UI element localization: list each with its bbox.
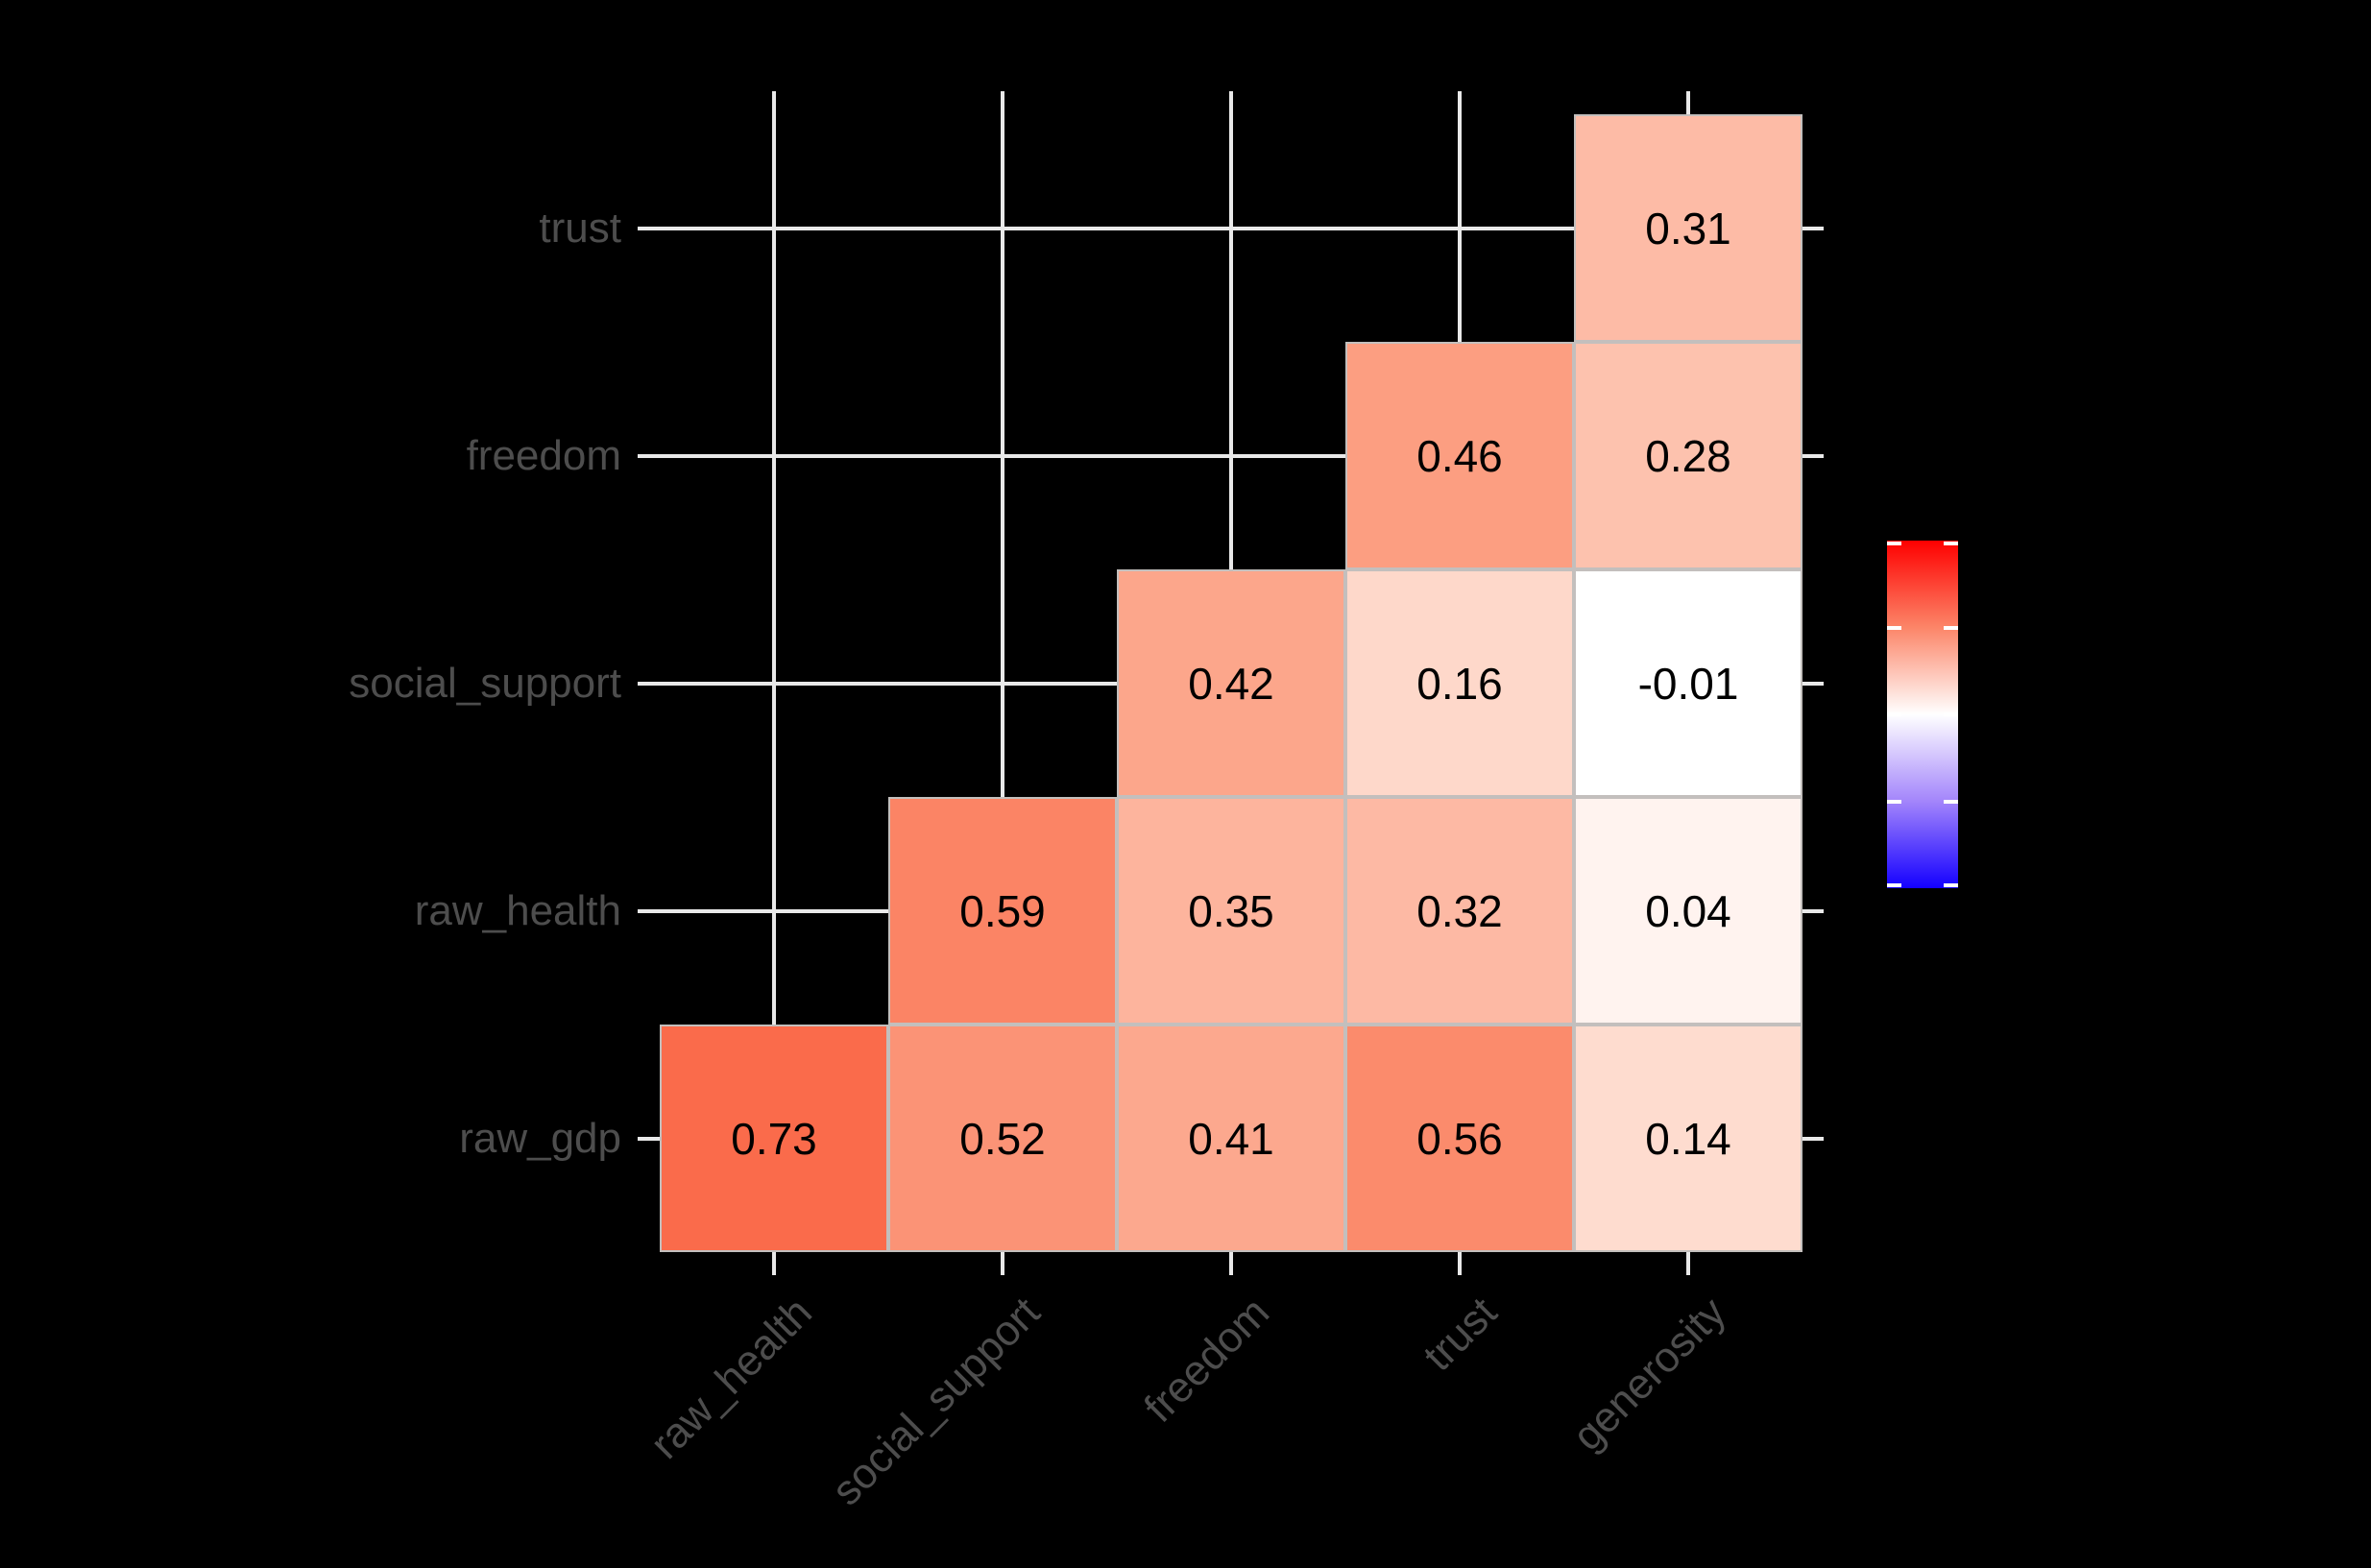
y-axis-label-raw_gdp: raw_gdp (459, 1114, 621, 1162)
cell-value: 0.28 (1645, 430, 1731, 481)
heatmap-cell-raw_gdp-social_support: 0.52 (888, 1025, 1117, 1252)
heatmap-cell-freedom-generosity: 0.28 (1574, 342, 1802, 569)
y-axis-label-trust: trust (539, 204, 621, 252)
heatmap-cell-social_support-generosity: -0.01 (1574, 569, 1802, 797)
colorbar-tick (1887, 542, 1901, 545)
x-axis-label-generosity: generosity (1563, 1289, 1735, 1460)
colorbar-tick (1887, 712, 1901, 716)
x-axis-label-raw_health: raw_health (641, 1289, 821, 1468)
colorbar-tick (1944, 542, 1958, 545)
colorbar-tick (1887, 883, 1901, 887)
panel-gridline-horizontal (638, 453, 1824, 458)
y-axis-label-raw_health: raw_health (414, 886, 621, 934)
heatmap-cell-raw_health-generosity: 0.04 (1574, 797, 1802, 1025)
heatmap-cell-social_support-trust: 0.16 (1345, 569, 1574, 797)
heatmap-cell-trust-generosity: 0.31 (1574, 114, 1802, 342)
cell-value: 0.59 (959, 885, 1046, 936)
cell-value: 0.04 (1645, 885, 1731, 936)
cell-value: 0.52 (959, 1113, 1046, 1164)
cell-value: 0.14 (1645, 1113, 1731, 1164)
colorbar-tick (1944, 712, 1958, 716)
cell-value: 0.46 (1416, 430, 1503, 481)
legend-colorbar (1887, 541, 1958, 888)
heatmap-cell-raw_gdp-raw_health: 0.73 (660, 1025, 888, 1252)
colorbar-tick (1944, 883, 1958, 887)
panel-gridline-horizontal (638, 226, 1824, 230)
cell-value: 0.32 (1416, 885, 1503, 936)
heatmap-cell-raw_gdp-generosity: 0.14 (1574, 1025, 1802, 1252)
x-axis-label-social_support: social_support (823, 1289, 1050, 1515)
colorbar-tick (1887, 625, 1901, 630)
cell-value: 0.35 (1188, 885, 1274, 936)
colorbar-tick (1944, 625, 1958, 630)
cell-value: -0.01 (1637, 658, 1739, 709)
cell-value: 0.42 (1188, 658, 1274, 709)
x-axis-label-freedom: freedom (1134, 1289, 1278, 1432)
colorbar-tick (1887, 799, 1901, 804)
y-axis-label-social_support: social_support (349, 659, 621, 707)
heatmap-panel: 0.31 0.46 0.28 0.42 0.16 -0.01 0.59 0.35 0.32 0.0… (638, 91, 1824, 1275)
cell-value: 0.16 (1416, 658, 1503, 709)
cell-value: 0.31 (1645, 203, 1731, 253)
heatmap-cell-raw_gdp-trust: 0.56 (1345, 1025, 1574, 1252)
colorbar-tick (1944, 799, 1958, 804)
heatmap-cell-raw_health-trust: 0.32 (1345, 797, 1574, 1025)
heatmap-cell-freedom-trust: 0.46 (1345, 342, 1574, 569)
cell-value: 0.41 (1188, 1113, 1274, 1164)
x-axis-label-trust: trust (1415, 1289, 1507, 1381)
cell-value: 0.56 (1416, 1113, 1503, 1164)
heatmap-cells: 0.31 0.46 0.28 0.42 0.16 -0.01 0.59 0.35 0.32 0.0… (638, 91, 1824, 1275)
cell-value: 0.73 (731, 1113, 817, 1164)
y-axis-label-freedom: freedom (466, 431, 621, 479)
heatmap-cell-raw_gdp-freedom: 0.41 (1117, 1025, 1345, 1252)
heatmap-cell-social_support-freedom: 0.42 (1117, 569, 1345, 797)
heatmap-cell-raw_health-social_support: 0.59 (888, 797, 1117, 1025)
heatmap-cell-raw_health-freedom: 0.35 (1117, 797, 1345, 1025)
